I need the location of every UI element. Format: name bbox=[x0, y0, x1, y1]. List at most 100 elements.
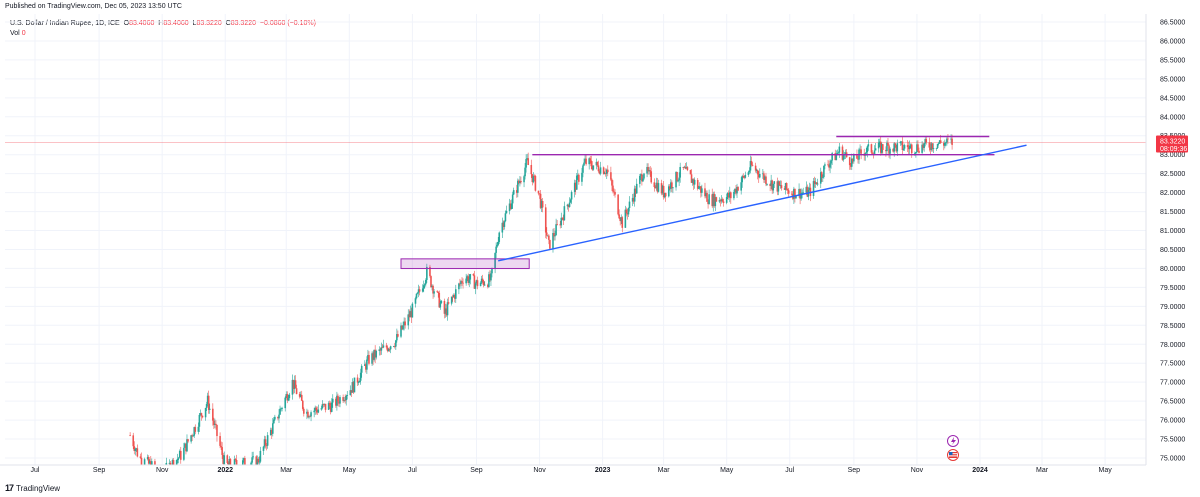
candle-body bbox=[222, 454, 224, 464]
candle-body bbox=[306, 411, 308, 414]
candle-body bbox=[662, 185, 665, 198]
candle-body bbox=[561, 217, 564, 219]
candle-body bbox=[853, 154, 855, 162]
candle-body bbox=[409, 311, 412, 318]
candle-body bbox=[602, 167, 605, 174]
candle-body bbox=[647, 167, 649, 172]
candle-body bbox=[838, 146, 841, 153]
candle-body bbox=[830, 160, 832, 164]
candle-body bbox=[274, 416, 276, 420]
price-chart[interactable]: 86.5000 86.0000 85.5000 85.0000 84.5000 84.00… bbox=[0, 14, 1200, 479]
candle-body bbox=[590, 160, 593, 167]
candle-body bbox=[589, 158, 592, 161]
candle-body bbox=[756, 170, 759, 175]
lightning-icon[interactable] bbox=[947, 435, 959, 447]
candle-body bbox=[292, 379, 295, 389]
candle-body bbox=[414, 298, 417, 304]
candle-body bbox=[353, 377, 356, 393]
candle-body bbox=[635, 183, 638, 194]
candle-body bbox=[148, 461, 151, 464]
time-tick-label: May bbox=[1098, 467, 1112, 474]
candle-body bbox=[552, 233, 554, 249]
candle-body bbox=[338, 401, 340, 404]
candle-body bbox=[455, 289, 457, 299]
candle-body bbox=[301, 400, 304, 409]
candle-body bbox=[893, 143, 895, 152]
candle-body bbox=[295, 388, 298, 395]
candle-body bbox=[279, 408, 281, 415]
symbol-legend: U.S. Dollar / Indian Rupee, 1D, ICE O83.… bbox=[10, 20, 316, 27]
candle-body bbox=[924, 139, 927, 144]
candle-body bbox=[766, 184, 768, 185]
price-axis[interactable]: 86.5000 86.0000 85.5000 85.0000 84.5000 84.00… bbox=[1145, 14, 1185, 465]
candle-body bbox=[591, 166, 594, 170]
candle-body bbox=[309, 416, 311, 418]
high-label: H bbox=[158, 20, 164, 27]
candle-body bbox=[682, 166, 685, 168]
candle-body bbox=[229, 458, 232, 465]
candles bbox=[129, 133, 953, 465]
candle-body bbox=[537, 190, 540, 194]
candle-body bbox=[350, 390, 353, 393]
candle-body bbox=[147, 457, 150, 464]
candle-body bbox=[374, 349, 376, 358]
candle-body bbox=[190, 435, 192, 442]
candle-body bbox=[794, 188, 796, 199]
candle-body bbox=[679, 166, 681, 178]
candle-body bbox=[831, 153, 833, 161]
candle-body bbox=[907, 147, 910, 150]
candle-body bbox=[909, 144, 912, 146]
candle-body bbox=[625, 209, 628, 214]
candle-body bbox=[140, 457, 143, 465]
candle-body bbox=[715, 197, 718, 202]
candle-body bbox=[426, 266, 428, 280]
candle-body bbox=[360, 365, 363, 373]
candle-body bbox=[841, 146, 844, 160]
candle-body bbox=[901, 141, 904, 150]
candle-body bbox=[708, 194, 710, 205]
price-tick-label: 80.5000 bbox=[1160, 247, 1185, 254]
candle-body bbox=[527, 158, 529, 165]
candle-body bbox=[149, 461, 152, 465]
time-tick-label: 2024 bbox=[972, 467, 988, 474]
candle-body bbox=[706, 192, 708, 202]
candle-body bbox=[916, 144, 918, 153]
candle-body bbox=[335, 398, 337, 406]
candle-body bbox=[613, 191, 615, 193]
candle-body bbox=[505, 210, 508, 214]
candle-body bbox=[945, 142, 947, 144]
time-axis[interactable]: Jul Sep Nov 2022 Mar May Jul Sep Nov 2023 Mar May Ju… bbox=[0, 464, 1146, 474]
candle-body bbox=[154, 461, 156, 465]
candle-body bbox=[727, 192, 730, 198]
candle-body bbox=[722, 201, 725, 203]
candle-body bbox=[379, 349, 382, 351]
candle-body bbox=[829, 163, 831, 168]
candle-body bbox=[892, 148, 894, 152]
candle-body bbox=[852, 158, 854, 162]
time-tick-label: 2023 bbox=[595, 467, 611, 474]
candle-body bbox=[498, 232, 501, 242]
candle-body bbox=[483, 284, 486, 286]
candle-body bbox=[487, 284, 489, 287]
candle-body bbox=[660, 183, 663, 194]
candle-body bbox=[598, 171, 601, 174]
us-flag-icon[interactable] bbox=[947, 449, 959, 461]
candle-body bbox=[539, 193, 542, 208]
candle-body bbox=[330, 402, 333, 412]
candle-body bbox=[553, 233, 555, 237]
candle-body bbox=[611, 179, 613, 186]
candle-body bbox=[352, 382, 355, 393]
candle-body bbox=[906, 145, 909, 148]
candle-body bbox=[501, 222, 504, 233]
candle-body bbox=[201, 415, 204, 418]
time-tick-label: 2022 bbox=[217, 467, 233, 474]
candle-body bbox=[937, 143, 940, 145]
candle-body bbox=[874, 148, 877, 151]
price-tick-label: 77.0000 bbox=[1160, 380, 1185, 387]
candle-body bbox=[856, 154, 858, 159]
candle-body bbox=[400, 325, 402, 337]
candle-body bbox=[132, 435, 135, 447]
symbol-title: U.S. Dollar / Indian Rupee, 1D, ICE bbox=[10, 20, 120, 27]
candle-body bbox=[258, 461, 261, 463]
candle-body bbox=[844, 152, 847, 155]
